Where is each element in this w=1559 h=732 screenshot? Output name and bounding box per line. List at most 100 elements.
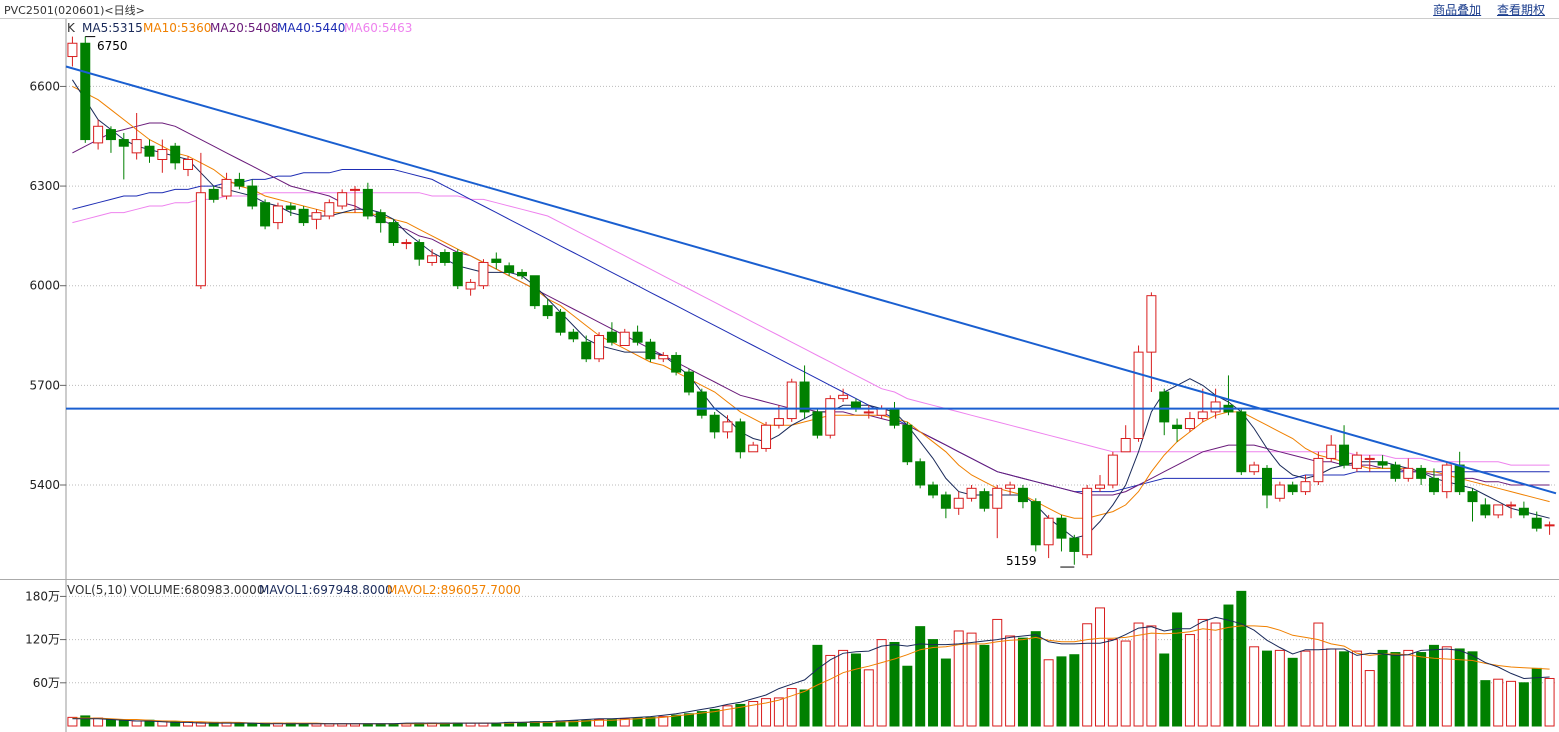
candle	[555, 308, 566, 336]
volume-bar	[1364, 670, 1375, 727]
candle	[645, 338, 656, 363]
ma5-line	[71, 79, 1550, 539]
candle	[761, 421, 772, 452]
candle-body	[696, 391, 707, 416]
volume-bar	[671, 714, 682, 727]
candle-body	[1017, 487, 1028, 503]
view-options-link[interactable]: 查看期权	[1496, 3, 1545, 17]
candle	[542, 299, 553, 319]
candle-body	[1544, 524, 1555, 527]
candle-body	[761, 424, 772, 449]
candle	[928, 481, 939, 499]
candle-body	[542, 305, 553, 317]
volume-bar	[683, 713, 694, 727]
chart-title: PVC2501(020601)<日线>	[4, 4, 145, 17]
candle	[1454, 451, 1465, 495]
candle	[1377, 455, 1388, 469]
mavol2-line	[72, 625, 1550, 725]
candle	[683, 368, 694, 396]
candle-body	[144, 145, 155, 157]
volume-bar	[1377, 649, 1388, 727]
candle-body	[1069, 537, 1080, 552]
candle	[1313, 451, 1324, 485]
candle	[953, 491, 964, 515]
overlay-lines	[65, 36, 1559, 568]
candle-body	[260, 202, 271, 227]
candle	[594, 332, 605, 363]
candle-body	[928, 484, 939, 496]
candle	[285, 202, 296, 216]
candle-body	[1326, 444, 1337, 459]
candle-body	[1531, 517, 1542, 529]
volume-bar	[1043, 659, 1054, 727]
candle-body	[1120, 438, 1131, 453]
candle-body	[1236, 411, 1247, 473]
overlay-commodity-link[interactable]: 商品叠加	[1433, 3, 1482, 17]
candle-body	[594, 335, 605, 360]
candle-body	[658, 354, 669, 360]
candle-body	[427, 255, 438, 263]
volume-bar	[1531, 667, 1542, 727]
volume-bar	[825, 654, 836, 727]
volume-bar	[1403, 649, 1414, 727]
candle	[401, 239, 412, 250]
volume-bar	[915, 626, 926, 727]
candle	[735, 418, 746, 459]
candle	[902, 421, 913, 466]
candle-body	[1197, 411, 1208, 420]
candle-body	[465, 281, 476, 290]
volume-bar	[606, 719, 617, 727]
candle	[1261, 465, 1272, 509]
candle-body	[1249, 464, 1260, 473]
volume-bar	[1480, 680, 1491, 727]
candle-body	[1172, 424, 1183, 430]
volume-bar	[581, 719, 592, 727]
candle	[812, 408, 823, 439]
volume-bar	[799, 689, 810, 727]
candle	[1493, 504, 1504, 519]
candle	[1518, 501, 1529, 519]
candle	[709, 411, 720, 439]
title-bar: PVC2501(020601)<日线> 商品叠加 查看期权	[0, 0, 1559, 18]
candle-body	[1454, 464, 1465, 493]
candle	[1159, 388, 1170, 436]
candle	[1506, 501, 1517, 519]
volume-bar	[195, 721, 206, 727]
candle-body	[966, 487, 977, 499]
candle	[1172, 418, 1183, 442]
candle	[529, 275, 540, 309]
candle-body	[1107, 454, 1118, 486]
candle	[1287, 481, 1298, 495]
k-tick-label: 6000	[29, 279, 60, 293]
candle-body	[1095, 484, 1106, 489]
volume-bar	[1159, 653, 1170, 727]
candle-body	[1493, 504, 1504, 516]
volume-bar	[105, 719, 116, 727]
candle	[1107, 451, 1118, 489]
candle-body	[105, 129, 116, 141]
volume-bar	[1197, 618, 1208, 727]
candle	[1364, 455, 1375, 472]
grid	[66, 85, 1556, 684]
candles	[67, 36, 1555, 565]
candle	[992, 485, 1003, 539]
candle-body	[735, 421, 746, 453]
candle	[427, 249, 438, 266]
legend-ma40: MA40:5440	[277, 21, 345, 35]
candle	[144, 139, 155, 163]
volume-bar	[992, 618, 1003, 727]
volume-bar	[696, 711, 707, 727]
volume-bar	[131, 720, 142, 727]
candle-body	[1300, 481, 1311, 493]
legend-mavol2: MAVOL2:896057.7000	[387, 583, 521, 597]
candle	[1403, 458, 1414, 482]
volume-bar	[863, 669, 874, 727]
candle-body	[1441, 464, 1452, 493]
candle	[1210, 388, 1221, 419]
candle	[671, 352, 682, 376]
volume-bar	[1454, 648, 1465, 727]
volume-bar	[773, 697, 784, 727]
candle-body	[1287, 484, 1298, 493]
candle	[940, 491, 951, 519]
